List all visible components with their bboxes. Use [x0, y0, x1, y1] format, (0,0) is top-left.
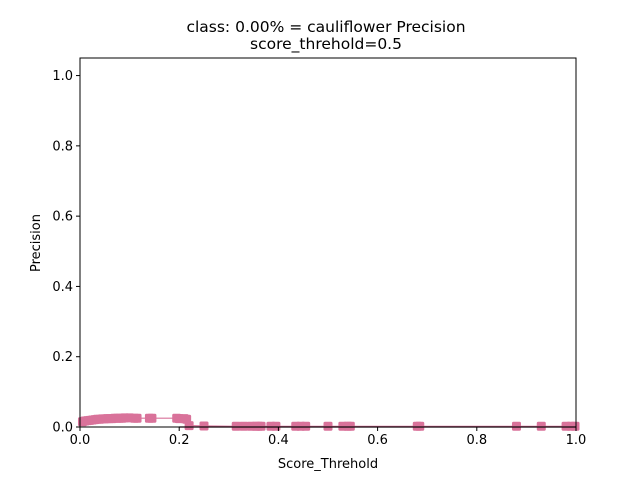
y-axis-ticks: 0.0 0.2 0.4 0.6 0.8 1.0	[52, 69, 80, 436]
y-tick-label: 0.4	[52, 280, 73, 295]
x-axis-ticks: 0.0 0.2 0.4 0.6 0.8 1.0	[70, 427, 587, 448]
x-tick-label: 0.4	[268, 433, 289, 448]
data-point	[570, 421, 580, 431]
y-tick-label: 0.2	[52, 350, 73, 365]
data-point	[345, 421, 355, 431]
data-point	[132, 413, 142, 423]
data-point	[511, 421, 521, 431]
y-tick-label: 1.0	[52, 69, 73, 84]
data-point	[415, 421, 425, 431]
x-tick-label: 1.0	[566, 433, 587, 448]
data-point	[147, 413, 157, 423]
x-axis-label: Score_Threhold	[278, 457, 378, 472]
data-point	[199, 421, 209, 431]
data-point	[536, 421, 546, 431]
data-layer	[77, 413, 580, 431]
y-tick-label: 0.8	[52, 139, 73, 154]
data-point	[271, 421, 281, 431]
data-point	[231, 421, 241, 431]
x-tick-label: 0.8	[466, 433, 487, 448]
data-point	[184, 421, 194, 431]
chart-title-line1: class: 0.00% = cauliflower Precision	[186, 18, 465, 36]
data-point	[256, 421, 266, 431]
data-point	[323, 421, 333, 431]
y-tick-label: 0.0	[52, 421, 73, 436]
data-point	[301, 421, 311, 431]
x-tick-label: 0.6	[367, 433, 388, 448]
plot-frame	[79, 57, 577, 428]
data-point	[239, 421, 249, 431]
chart-title-line2: score_threhold=0.5	[250, 35, 402, 54]
x-tick-label: 0.0	[70, 433, 91, 448]
y-axis-label: Precision	[29, 214, 44, 272]
y-tick-label: 0.6	[52, 210, 73, 225]
x-tick-label: 0.2	[169, 433, 190, 448]
